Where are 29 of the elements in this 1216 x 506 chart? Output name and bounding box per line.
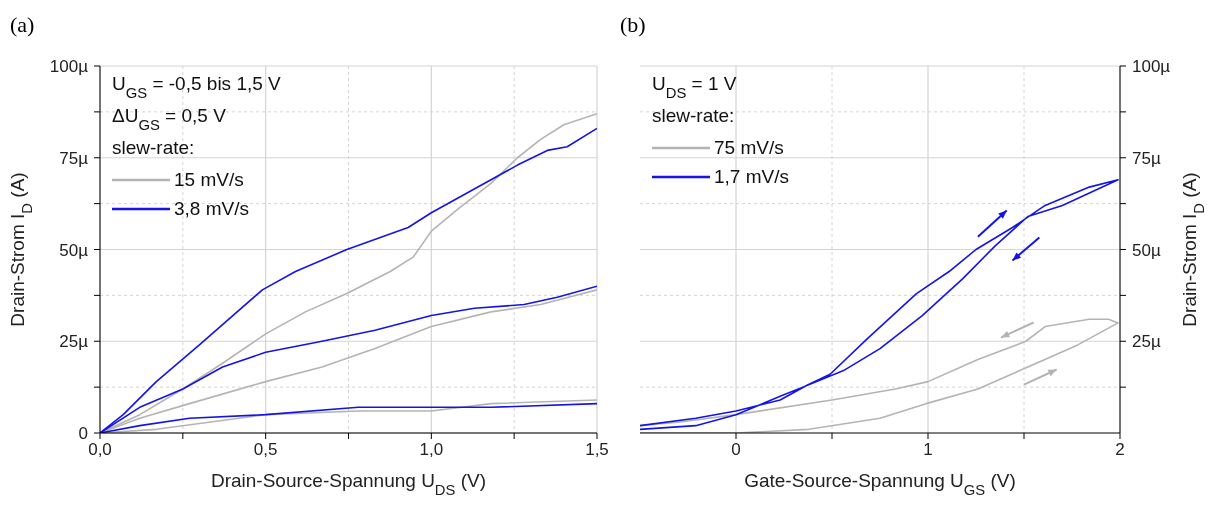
chart-title: (b)	[620, 12, 646, 37]
chart-title: (a)	[10, 12, 35, 37]
x-tick-label: 1,0	[419, 440, 444, 459]
x-tick-label: 0	[731, 440, 741, 459]
x-tick-label: 1,5	[585, 440, 609, 459]
annotation: slew-rate:	[652, 105, 735, 126]
x-tick-label: 0,5	[253, 440, 278, 459]
legend-label: 3,8 mV/s	[174, 198, 249, 219]
legend-label: 1,7 mV/s	[714, 166, 789, 187]
y2-tick-label: 50µ	[1132, 240, 1161, 260]
legend-label: 75 mV/s	[714, 137, 784, 158]
y2-tick-label: 100µ	[1132, 57, 1171, 76]
annotation: ΔU$_{GS}$ = 0,5 V	[112, 105, 227, 133]
y-tick-label: 50µ	[59, 240, 89, 260]
annotation: slew-rate:	[112, 137, 195, 158]
x-tick-label: 1	[923, 440, 933, 459]
y-tick-label: 0	[78, 424, 88, 443]
y-tick-label: 25µ	[59, 332, 89, 352]
x-tick-label: 0,0	[88, 440, 112, 459]
x-axis-title: Drain-Source-Spannung U$_{DS}$ (V)	[210, 470, 487, 498]
x-tick-label: 2	[1115, 440, 1125, 459]
annotation: U$_{GS}$ = -0,5 bis 1,5 V	[112, 73, 282, 101]
y-tick-label: 75µ	[59, 148, 89, 168]
y2-tick-label: 25µ	[1132, 332, 1161, 352]
annotation: U$_{DS}$ = 1 V	[652, 73, 737, 101]
y-tick-label: 100µ	[49, 57, 89, 76]
x-axis-title: Gate-Source-Spannung U$_{GS}$ (V)	[744, 470, 1016, 498]
y2-tick-label: 75µ	[1132, 148, 1161, 168]
legend-label: 15 mV/s	[174, 169, 244, 190]
